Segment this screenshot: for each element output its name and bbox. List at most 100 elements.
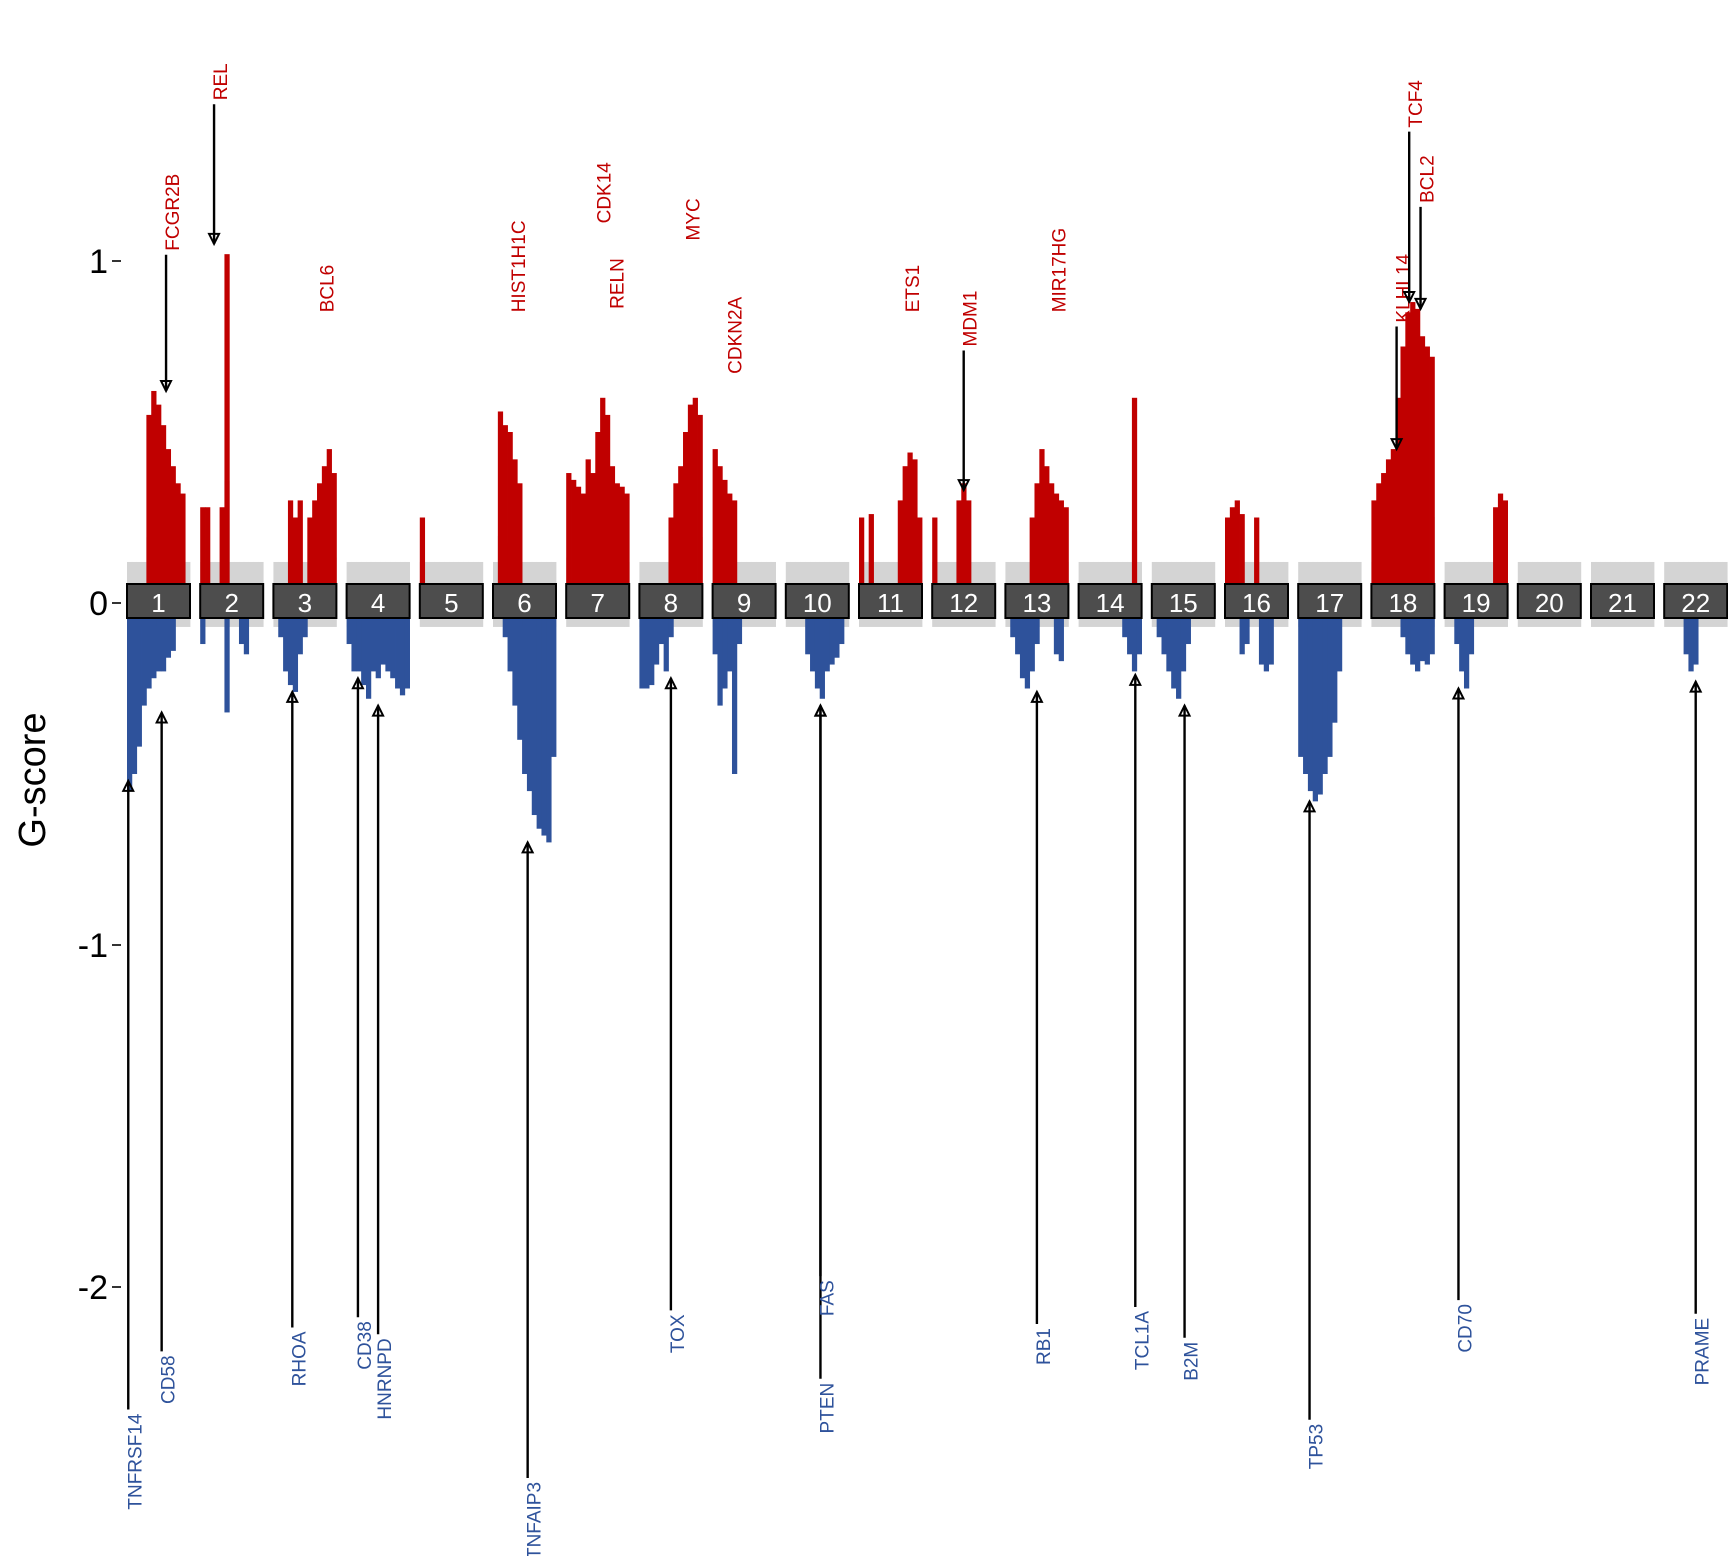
background-bar	[1303, 561, 1309, 603]
loss-bar	[717, 603, 723, 706]
loss-bar	[810, 603, 816, 672]
gain-bar	[590, 473, 596, 603]
chromosome-label: 17	[1315, 588, 1344, 618]
gain-bar	[224, 254, 230, 603]
background-bar	[1717, 561, 1723, 603]
chromosome-box	[1150, 583, 1216, 619]
gain-bar	[331, 473, 337, 603]
loss-bar	[136, 603, 142, 747]
chromosome-box	[1370, 583, 1436, 619]
gene-label: CDKN2A	[725, 296, 746, 373]
loss-bar	[370, 603, 377, 672]
loss-bar	[541, 603, 547, 836]
chromosome-box	[565, 583, 631, 619]
gain-bar	[585, 459, 591, 603]
background-bar	[1107, 561, 1113, 603]
loss-bar	[819, 603, 825, 699]
loss-bar	[395, 603, 401, 689]
background-bar	[829, 561, 835, 603]
gain-bar	[961, 483, 967, 603]
background-bar	[990, 561, 996, 603]
background-bar	[888, 561, 894, 603]
background-bar	[370, 561, 377, 603]
background-bar	[1156, 561, 1162, 603]
background-bar	[824, 561, 830, 603]
gene-pointer-arrow	[371, 703, 385, 717]
background-bar	[253, 561, 259, 603]
chromosome-box	[1297, 583, 1363, 619]
gain-bar	[619, 486, 625, 603]
background-bar	[1312, 561, 1318, 603]
loss-bar	[1034, 603, 1040, 645]
loss-bar	[356, 603, 362, 672]
background-bar	[1185, 561, 1191, 603]
background-bar	[790, 561, 796, 603]
gene-label: FAS	[817, 1280, 838, 1316]
gene-pointer-arrow	[957, 479, 971, 493]
loss-bar	[156, 603, 162, 672]
background-bar	[834, 561, 840, 603]
gain-bar	[497, 411, 504, 603]
background-bar	[1161, 561, 1167, 603]
background-bar	[644, 561, 650, 603]
loss-bar	[517, 603, 523, 740]
background-bar	[843, 561, 850, 603]
background-bar	[468, 561, 474, 603]
background-bar	[1088, 561, 1094, 603]
loss-bar	[1307, 603, 1314, 792]
background-bar	[810, 561, 816, 603]
loss-bar	[351, 603, 357, 672]
loss-bar	[1166, 603, 1172, 672]
gain-bar	[1415, 308, 1421, 603]
background-bar	[649, 561, 655, 603]
background-bar	[356, 561, 362, 603]
loss-bar	[1454, 603, 1460, 645]
y-tick-label: 0	[89, 585, 108, 623]
loss-bar	[146, 603, 152, 689]
background-bar	[751, 561, 757, 603]
background-bar	[1122, 561, 1128, 603]
chromosome-box	[492, 583, 557, 619]
background-bar	[937, 561, 943, 603]
background-bar	[1078, 561, 1084, 603]
gene-pointer-arrow	[159, 379, 173, 394]
background-bar	[1278, 561, 1284, 603]
background-bar	[1327, 561, 1333, 603]
chromosome-label: 9	[737, 588, 751, 618]
loss-bar	[131, 603, 138, 774]
chromosome-box	[1077, 583, 1143, 619]
gain-bar	[717, 466, 723, 603]
gain-bar	[595, 432, 601, 603]
chromosome-label: 21	[1608, 588, 1637, 618]
background-bar	[526, 561, 533, 603]
background-bar	[1171, 561, 1177, 603]
loss-bar	[1010, 603, 1016, 638]
gene-label: B2M	[1182, 1342, 1203, 1381]
background-bar	[1639, 561, 1645, 603]
background-bar	[248, 561, 254, 603]
gain-bar	[868, 514, 874, 603]
gain-bar	[326, 449, 332, 603]
gene-label: TCF4	[1406, 80, 1427, 128]
gene-pointer-arrow	[1389, 438, 1404, 452]
gain-bar	[517, 483, 523, 603]
gain-bar	[956, 500, 962, 603]
gene-pointer-arrow	[155, 710, 169, 724]
loss-bar	[1156, 603, 1162, 638]
loss-bar	[1410, 603, 1416, 665]
background-bar	[1351, 561, 1357, 603]
gain-bar	[692, 397, 698, 603]
background-bar	[1678, 561, 1684, 603]
background-bar	[819, 561, 825, 603]
chromosome-box	[199, 583, 265, 619]
loss-bar	[1336, 603, 1343, 672]
gain-bar	[1234, 500, 1240, 603]
gain-bars-layer	[146, 254, 1508, 603]
loss-bar	[1015, 603, 1021, 655]
background-bar	[800, 561, 806, 603]
loss-bar	[1322, 603, 1328, 774]
chromosome-label: 6	[517, 588, 531, 618]
background-bar	[1005, 561, 1011, 603]
background-bar	[1332, 561, 1338, 603]
background-bar	[1341, 561, 1348, 603]
